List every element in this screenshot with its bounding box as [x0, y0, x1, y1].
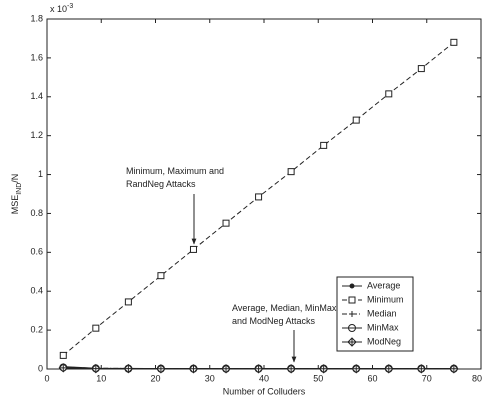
data-point — [58, 363, 68, 373]
y-tick-label: 0 — [38, 363, 43, 373]
x-tick-label: 50 — [313, 373, 323, 383]
data-point — [318, 364, 329, 374]
y-tick-label: 1.2 — [30, 130, 43, 140]
y-tick-label: 1 — [38, 169, 43, 179]
data-point — [123, 363, 134, 374]
x-tick-label: 10 — [96, 373, 106, 383]
data-point — [417, 65, 425, 73]
data-point — [221, 364, 231, 374]
legend-marker — [348, 324, 356, 332]
data-point — [92, 324, 100, 332]
data-point — [286, 364, 296, 374]
y-tick-label: 1.8 — [30, 13, 43, 23]
x-tick-label: 0 — [44, 373, 49, 383]
x-tick-label: 20 — [150, 373, 160, 383]
data-point — [157, 272, 165, 280]
data-point — [449, 364, 459, 374]
legend-marker — [349, 283, 355, 289]
data-point — [222, 219, 230, 227]
x-tick-label: 60 — [367, 373, 377, 383]
y-tick-label: 0.4 — [30, 286, 43, 296]
data-point — [287, 168, 295, 176]
data-point — [156, 364, 166, 374]
x-axis-label: Number of Colluders — [223, 386, 306, 396]
legend-label: Average — [367, 280, 400, 290]
legend-label: MinMax — [367, 322, 399, 332]
y-tick-label: 1.4 — [30, 91, 43, 101]
annotation: Average, Median, MinMax and ModNeg Attack… — [232, 303, 337, 326]
data-point — [189, 245, 197, 253]
legend-marker — [347, 337, 357, 347]
axis-multiplier: x 10-3 — [50, 3, 73, 15]
data-point — [91, 363, 101, 374]
y-tick-label: 0.2 — [30, 324, 43, 334]
legend-marker — [348, 296, 356, 304]
data-point — [124, 298, 132, 306]
y-tick-label: 0.6 — [30, 247, 43, 257]
legend-label: ModNeg — [367, 336, 401, 346]
data-point — [416, 364, 427, 374]
data-point — [352, 116, 360, 124]
legend-marker — [349, 311, 355, 317]
data-point — [255, 193, 263, 201]
x-tick-label: 40 — [259, 373, 269, 383]
data-point — [188, 364, 199, 374]
data-point — [59, 351, 67, 359]
data-point — [351, 364, 361, 374]
annotation: Minimum, Maximum and RandNeg Attacks — [126, 166, 224, 189]
legend-label: Median — [367, 308, 397, 318]
y-tick-label: 0.8 — [30, 208, 43, 218]
data-point — [320, 141, 328, 149]
data-point — [384, 364, 394, 374]
x-tick-label: 30 — [205, 373, 215, 383]
y-axis-label: MSEIND/N — [10, 174, 22, 215]
y-tick-label: 1.6 — [30, 52, 43, 62]
legend-label: Minimum — [367, 294, 404, 304]
data-point — [450, 38, 458, 46]
legend: Average Minimum Median MinMax ModNeg — [336, 276, 414, 352]
data-point — [385, 90, 393, 98]
x-tick-label: 70 — [422, 373, 432, 383]
x-tick-label: 80 — [472, 373, 482, 383]
data-point — [253, 364, 264, 374]
